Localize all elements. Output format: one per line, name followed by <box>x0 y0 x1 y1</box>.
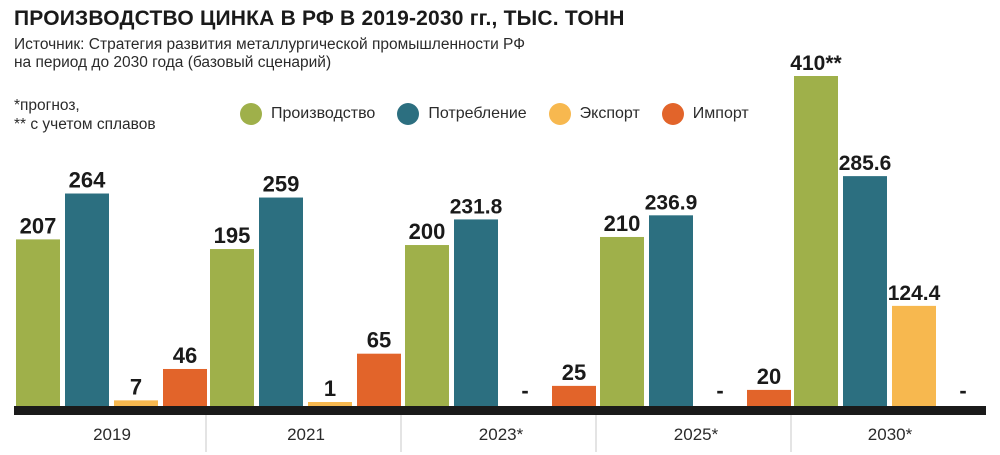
bar-production-3 <box>600 236 644 406</box>
bar-export-1 <box>308 402 352 406</box>
data-label-consumption-4: 285.6 <box>839 152 892 175</box>
data-label-production-3: 210 <box>604 211 641 236</box>
legend-swatch-production <box>240 103 262 125</box>
bar-export-0 <box>114 400 158 406</box>
footnote-line-1: *прогноз, <box>14 97 80 114</box>
legend-item-production: Производство <box>240 103 375 125</box>
legend-item-consumption: Потребление <box>397 103 527 125</box>
chart-legend: Производство Потребление Экспорт Импорт <box>240 103 771 125</box>
data-label-export-0: 7 <box>130 374 142 399</box>
bar-consumption-4 <box>843 176 887 406</box>
bar-import-0 <box>163 368 207 406</box>
legend-swatch-consumption <box>397 103 420 125</box>
data-label-export-3: - <box>716 378 723 403</box>
bar-consumption-1 <box>259 197 303 406</box>
footnote-line-2: ** с учетом сплавов <box>14 116 156 133</box>
legend-swatch-import <box>661 103 684 125</box>
data-label-production-1: 195 <box>214 223 251 248</box>
data-label-consumption-0: 264 <box>69 168 106 193</box>
data-label-production-4: 410** <box>790 52 842 75</box>
chart-subtitle: Источник: Стратегия развития металлургич… <box>14 36 525 72</box>
legend-swatch-export <box>548 103 571 125</box>
x-tick-label-0: 2019 <box>93 425 131 444</box>
data-label-import-0: 46 <box>173 343 197 368</box>
bar-consumption-0 <box>65 193 109 406</box>
bar-production-4 <box>794 76 838 406</box>
bar-import-2 <box>552 385 596 406</box>
x-tick-label-3: 2025* <box>674 425 719 444</box>
legend-label-consumption: Потребление <box>428 105 527 122</box>
subtitle-line-2: на период до 2030 года (базовый сценарий… <box>14 54 332 71</box>
data-label-export-4: 124.4 <box>888 282 941 305</box>
data-label-consumption-2: 231.8 <box>450 195 503 218</box>
legend-label-production: Производство <box>271 105 376 122</box>
x-tick-label-2: 2023* <box>479 425 524 444</box>
bar-production-0 <box>16 239 60 406</box>
legend-label-export: Экспорт <box>579 105 640 122</box>
x-axis-baseline <box>14 406 986 415</box>
data-label-export-2: - <box>521 378 528 403</box>
subtitle-line-1: Источник: Стратегия развития металлургич… <box>14 36 525 53</box>
chart-title: ПРОИЗВОДСТВО ЦИНКА В РФ В 2019-2030 гг.,… <box>14 7 625 30</box>
data-label-import-4: - <box>959 378 966 403</box>
bar-production-1 <box>210 249 254 406</box>
data-label-import-3: 20 <box>757 364 781 389</box>
x-tick-label-1: 2021 <box>287 425 325 444</box>
data-label-import-2: 25 <box>562 360 586 385</box>
data-label-export-1: 1 <box>324 376 336 401</box>
legend-item-export: Экспорт <box>548 103 640 125</box>
data-label-consumption-1: 259 <box>263 172 300 197</box>
bar-import-3 <box>747 389 791 406</box>
chart-footnote: *прогноз, ** с учетом сплавов <box>14 96 156 134</box>
data-label-production-0: 207 <box>20 213 57 238</box>
legend-item-import: Импорт <box>661 103 749 125</box>
data-label-consumption-3: 236.9 <box>645 191 698 214</box>
data-label-import-1: 65 <box>367 328 391 353</box>
bar-production-2 <box>405 245 449 406</box>
bar-consumption-2 <box>454 219 498 406</box>
bar-import-1 <box>357 353 401 406</box>
data-label-production-2: 200 <box>409 219 446 244</box>
x-tick-label-4: 2030* <box>868 425 913 444</box>
bar-consumption-3 <box>649 215 693 406</box>
bar-export-4 <box>892 305 936 406</box>
legend-label-import: Импорт <box>692 105 749 122</box>
